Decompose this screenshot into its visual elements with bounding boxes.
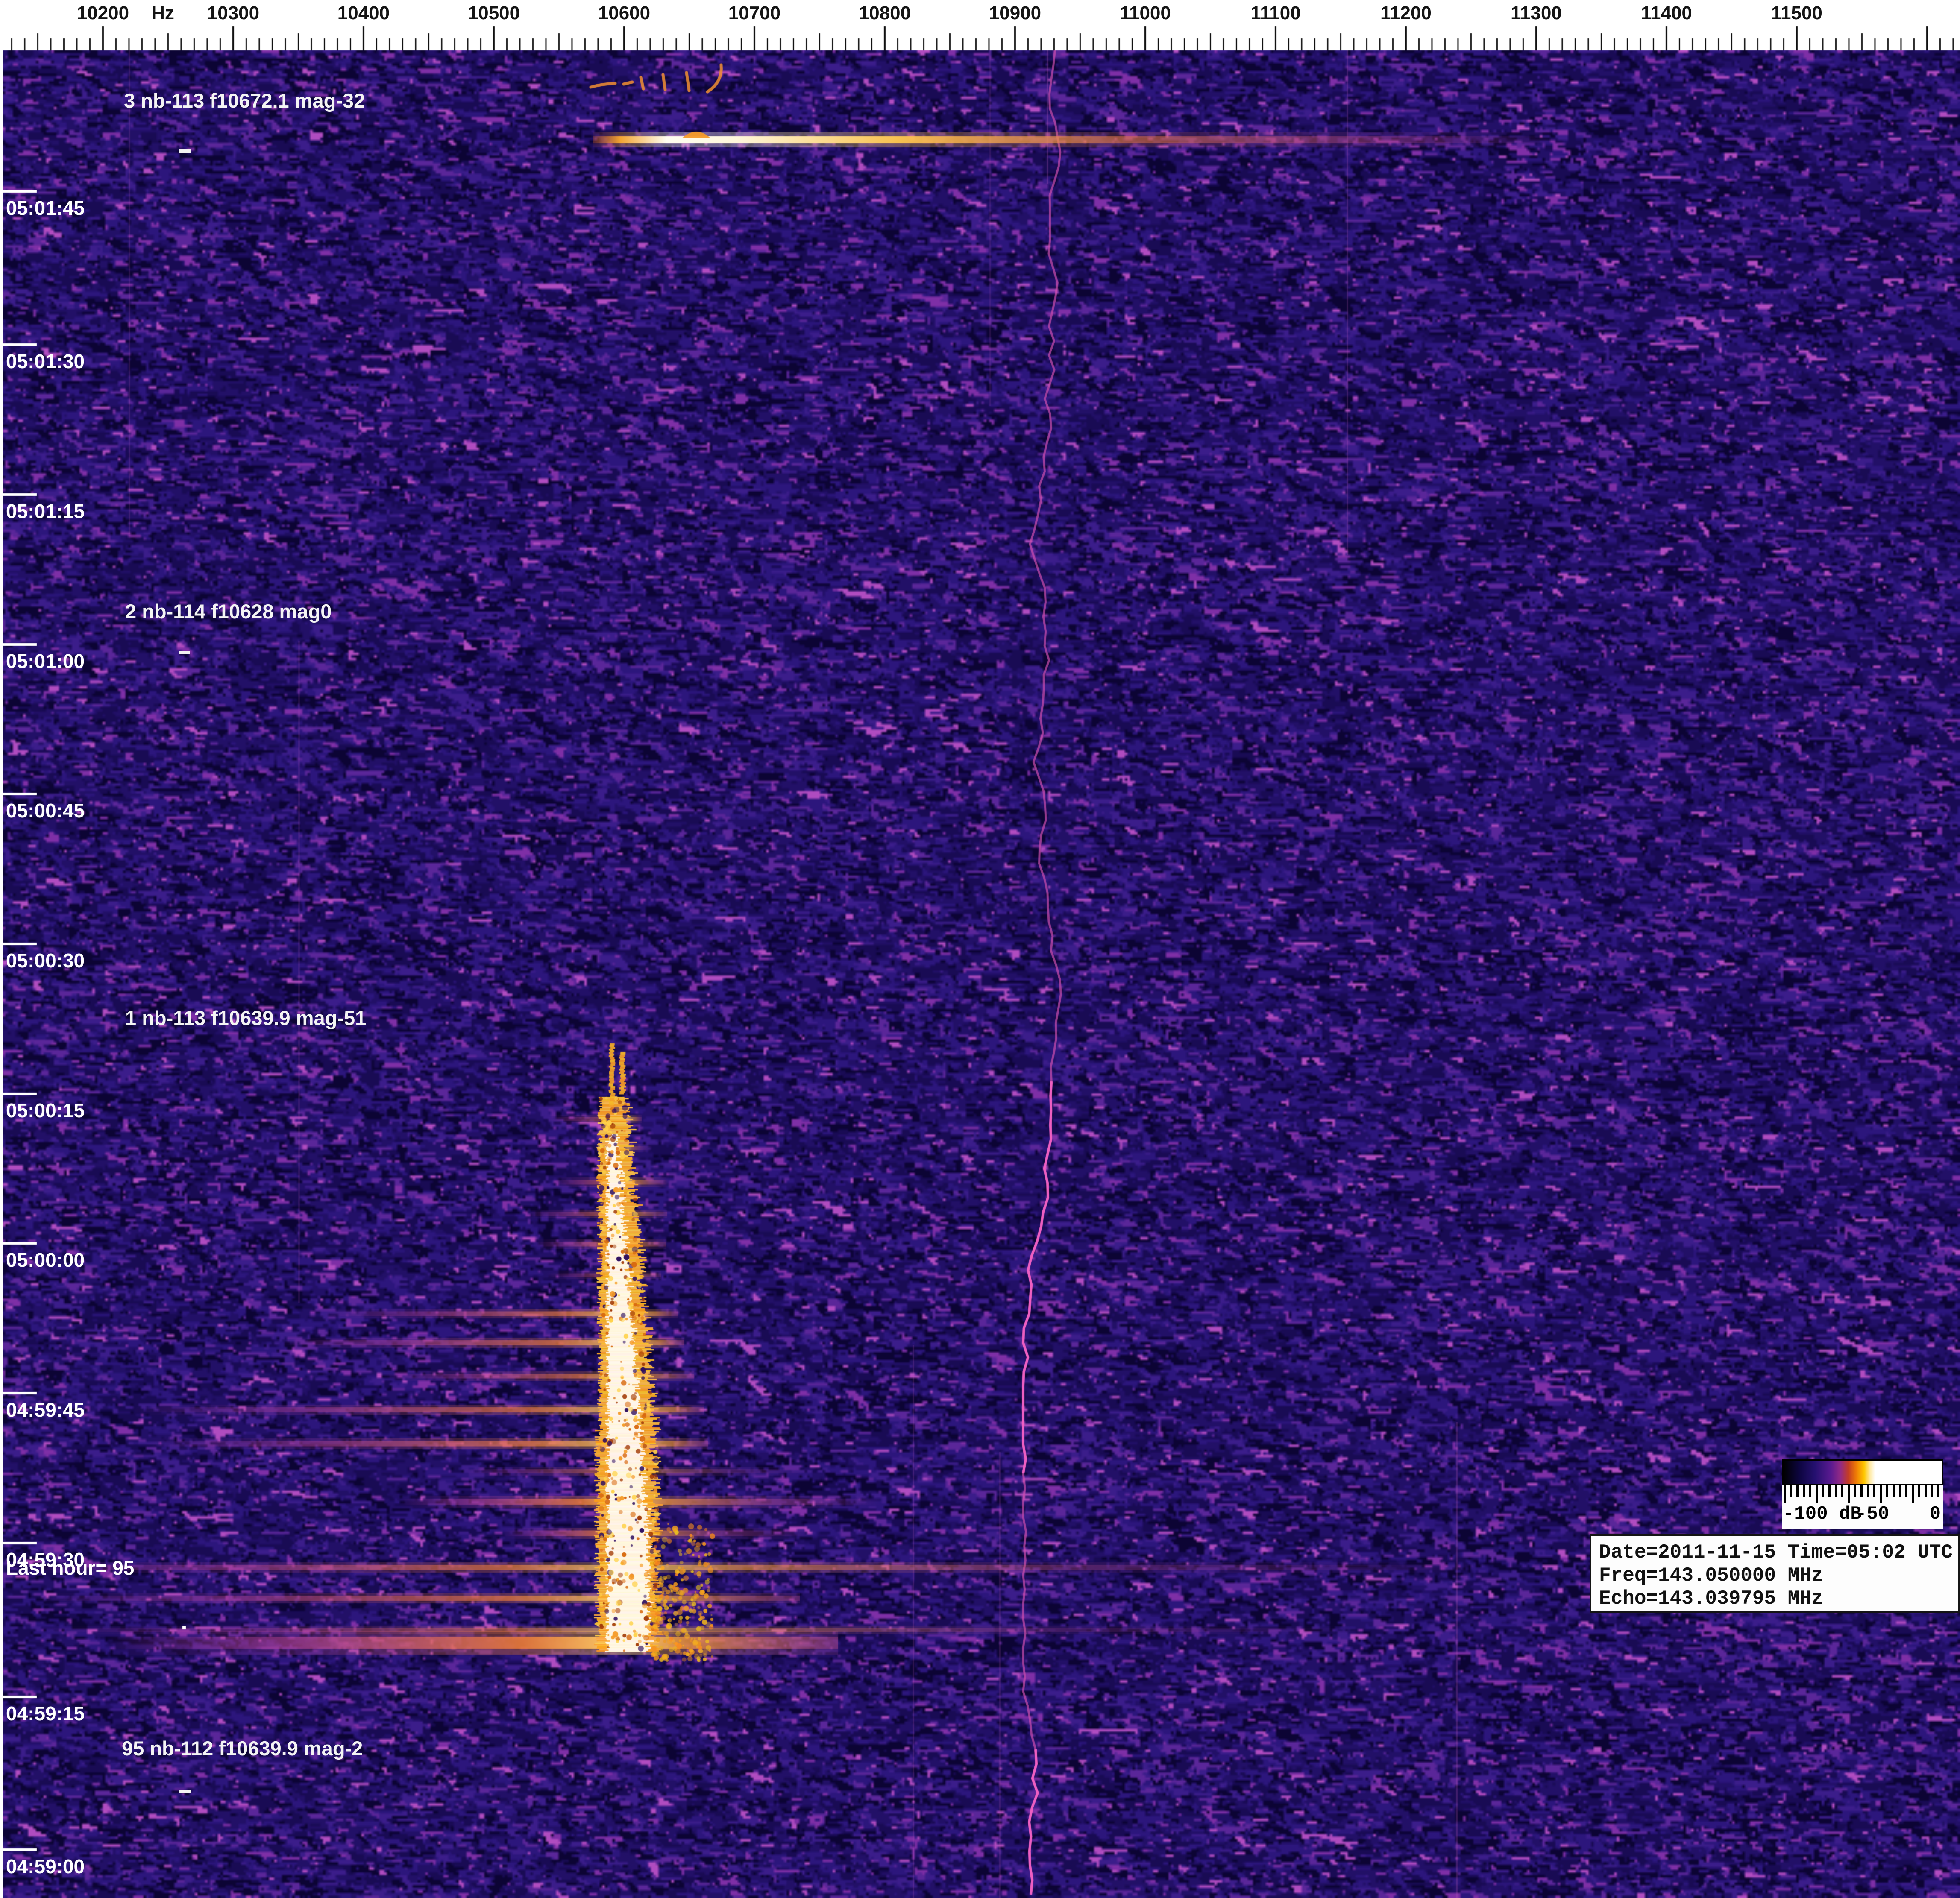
time-axis-label: 04:59:15: [6, 1702, 85, 1725]
frequency-axis-label: 10200: [76, 3, 129, 23]
colorbar-mid-label: -50: [1855, 1503, 1890, 1525]
detection-label: 95 nb-112 f10639.9 mag-2: [122, 1737, 363, 1760]
detection-marker-dash: [179, 1790, 191, 1793]
last-hour-counter: Last hour= 95: [6, 1557, 135, 1579]
time-axis-label: 05:00:00: [6, 1249, 85, 1271]
colorbar: -100 dB -50 0: [1782, 1459, 1943, 1529]
status-info-box: Date=2011-11-15 Time=05:02 UTC Freq=143.…: [1590, 1534, 1960, 1613]
frequency-axis-label: 10900: [989, 3, 1042, 23]
frequency-axis-label: 11400: [1640, 3, 1692, 23]
frequency-axis-label: 11500: [1771, 3, 1822, 23]
time-axis-label: 05:01:00: [6, 650, 85, 672]
frequency-axis-label: 11300: [1510, 3, 1562, 23]
detection-marker-dash: [179, 651, 190, 654]
time-axis-label: 05:01:30: [6, 350, 85, 372]
time-axis-label: 05:00:15: [6, 1099, 85, 1122]
frequency-unit-label: Hz: [151, 3, 174, 23]
colorbar-max-label: 0: [1929, 1503, 1941, 1525]
colorbar-gradient: [1782, 1459, 1943, 1485]
time-axis-label: 05:01:45: [6, 197, 85, 219]
time-axis-label: 05:00:45: [6, 800, 85, 822]
frequency-axis-label: 10600: [598, 3, 651, 23]
frequency-axis-label: 10700: [728, 3, 781, 23]
frequency-axis-label: 10500: [467, 3, 520, 23]
frequency-axis-label: 10300: [207, 3, 260, 23]
frequency-axis-label: 10400: [337, 3, 390, 23]
colorbar-min-label: -100 dB: [1783, 1503, 1862, 1525]
detection-label: 2 nb-114 f10628 mag0: [125, 600, 332, 623]
detection-label: 1 nb-113 f10639.9 mag-51: [125, 1007, 367, 1029]
detection-label: 3 nb-113 f10672.1 mag-32: [124, 89, 365, 112]
frequency-axis-label: 11000: [1119, 3, 1171, 23]
time-axis-label: 05:01:15: [6, 500, 85, 522]
detection-marker-dash: [179, 149, 191, 153]
info-freq-line: Freq=143.050000 MHz: [1599, 1564, 1823, 1587]
info-date-line: Date=2011-11-15 Time=05:02 UTC: [1599, 1541, 1953, 1564]
frequency-axis-label: 10800: [858, 3, 911, 23]
frequency-axis-label: 11100: [1250, 3, 1301, 23]
time-axis-label: 04:59:45: [6, 1399, 85, 1421]
time-axis-label: 04:59:30: [6, 1549, 85, 1571]
time-axis-label: 04:59:00: [6, 1855, 85, 1877]
frequency-axis-label: 11200: [1380, 3, 1432, 23]
colorbar-ruler-major-ticks: [1784, 1485, 1942, 1503]
time-axis-label: 05:00:30: [6, 949, 85, 972]
info-echo-line: Echo=143.039795 MHz: [1599, 1588, 1823, 1610]
